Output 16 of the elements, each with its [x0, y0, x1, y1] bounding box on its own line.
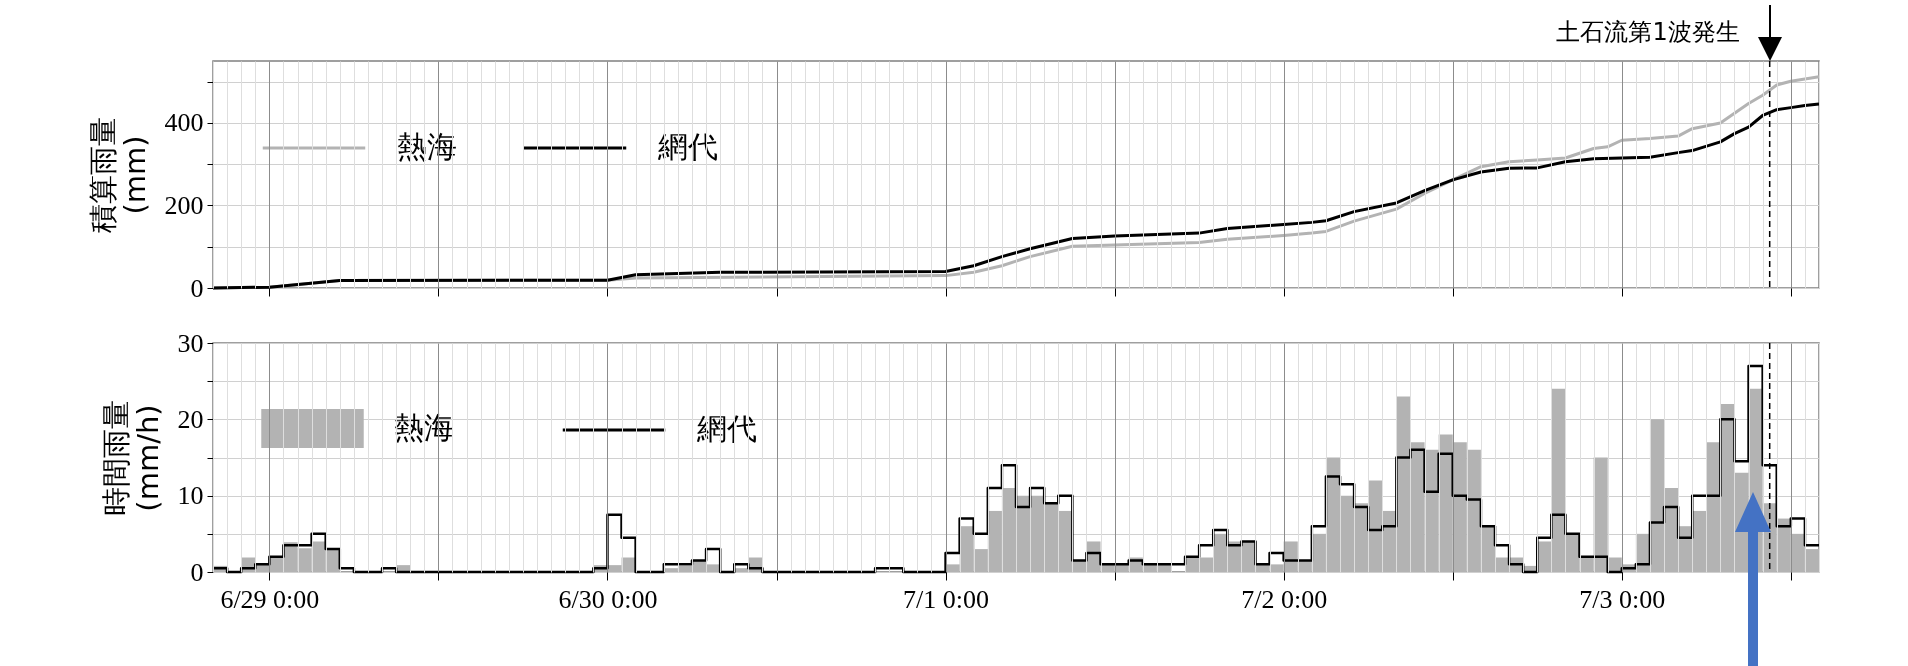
- y-tick-label: 400: [164, 108, 204, 138]
- x-tick-label: 7/2 0:00: [1241, 584, 1328, 614]
- y-tick-label: 0: [190, 557, 204, 587]
- y-tick-label: 20: [177, 404, 204, 434]
- x-tick-label: 6/30 0:00: [558, 584, 658, 614]
- y-axis-title: 時間雨量 (mm/h): [98, 400, 165, 516]
- y-tick-label: 10: [177, 481, 204, 511]
- y-axis-title: 積算雨量 (mm): [85, 117, 152, 233]
- ref-line-label: 土石流第1波発生: [1556, 18, 1740, 46]
- y-tick-label: 200: [164, 190, 204, 220]
- x-tick-label: 6/29 0:00: [220, 584, 320, 614]
- y-tick-label: 30: [177, 328, 204, 358]
- y-tick-label: 0: [190, 273, 204, 303]
- legend-label: 熱海: [394, 409, 454, 445]
- x-tick-label: 7/1 0:00: [903, 584, 990, 614]
- x-tick-label: 7/3 0:00: [1579, 584, 1666, 614]
